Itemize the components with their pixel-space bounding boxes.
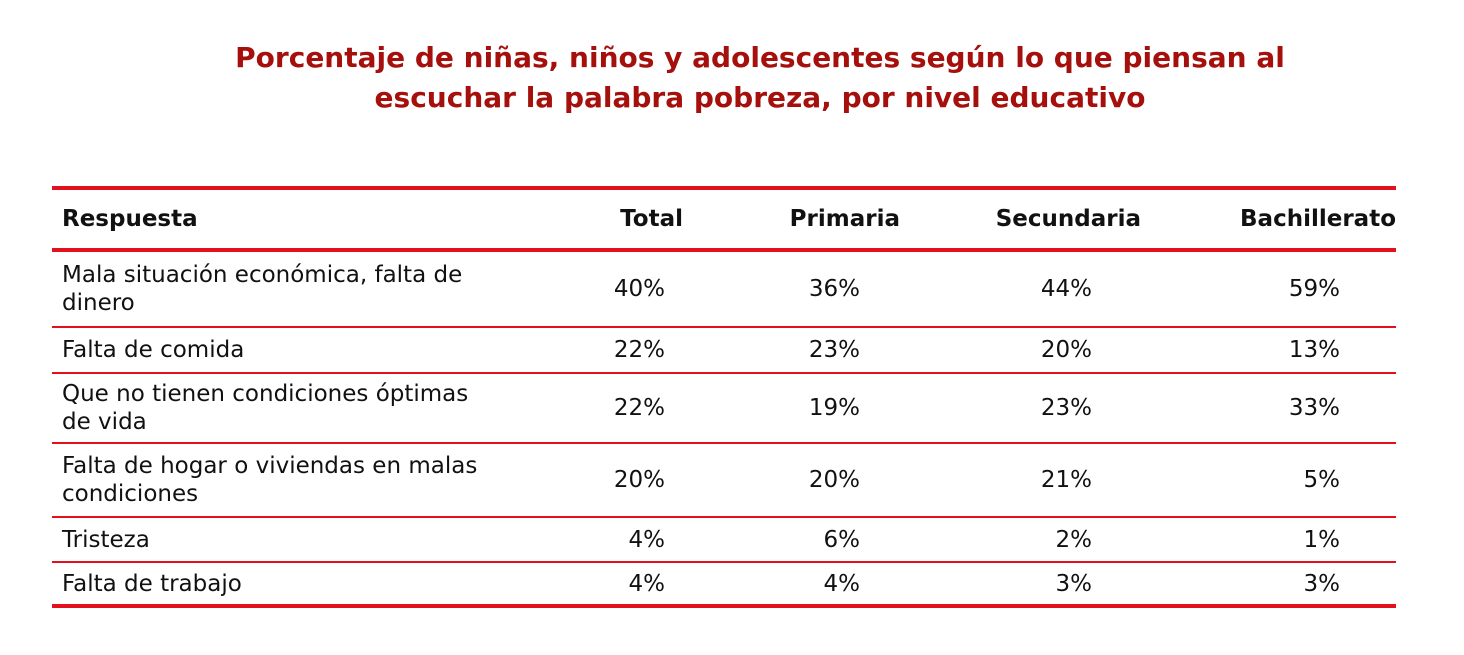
header-primaria: Primaria: [789, 206, 900, 232]
table-row: Falta de trabajo 4% 4% 3% 3%: [52, 562, 1396, 608]
cell-primaria: 23%: [720, 327, 940, 374]
cell-bachillerato: 13%: [1180, 327, 1396, 374]
row-label: Falta de hogar o viviendas en malas cond…: [52, 443, 560, 518]
cell-secundaria: 44%: [940, 250, 1180, 328]
cell-secundaria: 20%: [940, 327, 1180, 374]
cell-secundaria: 23%: [940, 373, 1180, 444]
cell-total: 40%: [560, 250, 720, 328]
table-row: Falta de comida 22% 23% 20% 13%: [52, 327, 1396, 374]
row-label: Mala situación económica, falta de diner…: [52, 250, 560, 328]
cell-primaria: 19%: [720, 373, 940, 444]
header-respuesta: Respuesta: [62, 206, 198, 232]
cell-total: 4%: [560, 562, 720, 608]
row-label: Falta de trabajo: [52, 562, 560, 608]
header-bachillerato: Bachillerato: [1240, 206, 1396, 232]
table-row: Mala situación económica, falta de diner…: [52, 250, 1396, 328]
table-title: Porcentaje de niñas, niños y adolescente…: [160, 38, 1360, 118]
table-row: Que no tienen condiciones óptimas de vid…: [52, 373, 1396, 444]
cell-secundaria: 3%: [940, 562, 1180, 608]
table-row: Tristeza 4% 6% 2% 1%: [52, 517, 1396, 563]
header-row: Respuesta Total Primaria Secundaria Bach…: [52, 188, 1396, 250]
cell-primaria: 6%: [720, 517, 940, 563]
cell-total: 4%: [560, 517, 720, 563]
title-line-2: escuchar la palabra pobreza, por nivel e…: [374, 81, 1146, 114]
cell-total: 22%: [560, 373, 720, 444]
cell-bachillerato: 59%: [1180, 250, 1396, 328]
cell-primaria: 36%: [720, 250, 940, 328]
title-line-1: Porcentaje de niñas, niños y adolescente…: [235, 41, 1285, 74]
cell-primaria: 20%: [720, 443, 940, 518]
row-label: Que no tienen condiciones óptimas de vid…: [52, 373, 560, 444]
header-total: Total: [620, 206, 683, 232]
table-row: Falta de hogar o viviendas en malas cond…: [52, 443, 1396, 518]
cell-secundaria: 2%: [940, 517, 1180, 563]
row-label: Falta de comida: [52, 327, 560, 374]
cell-bachillerato: 33%: [1180, 373, 1396, 444]
cell-bachillerato: 3%: [1180, 562, 1396, 608]
results-table: Respuesta Total Primaria Secundaria Bach…: [52, 186, 1396, 608]
row-label: Tristeza: [52, 517, 560, 563]
cell-total: 22%: [560, 327, 720, 374]
cell-total: 20%: [560, 443, 720, 518]
cell-primaria: 4%: [720, 562, 940, 608]
cell-secundaria: 21%: [940, 443, 1180, 518]
cell-bachillerato: 5%: [1180, 443, 1396, 518]
cell-bachillerato: 1%: [1180, 517, 1396, 563]
header-secundaria: Secundaria: [995, 206, 1141, 232]
